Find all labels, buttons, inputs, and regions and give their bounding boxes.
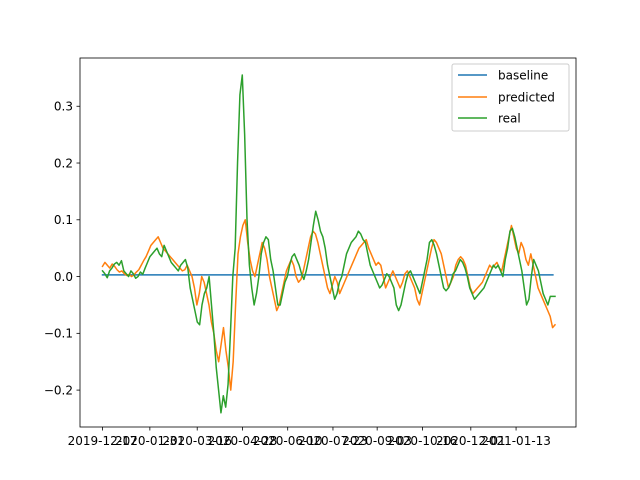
y-tick-label: −0.1 [44, 327, 73, 341]
x-tick-label: 2020-09-03 [342, 434, 412, 448]
axes-spines [79, 57, 577, 428]
y-tick-label: 0.2 [54, 156, 73, 170]
x-tick-label: 2020-06-10 [253, 434, 323, 448]
legend-label-predicted: predicted [498, 91, 555, 105]
x-tick-label: 2021-01-13 [481, 434, 551, 448]
y-tick-label: 0.0 [54, 270, 73, 284]
y-tick-label: 0.3 [54, 100, 73, 114]
legend-frame [451, 63, 570, 132]
x-tick-label: 2020-12-01 [436, 434, 506, 448]
x-tick-label: 2020-04-28 [208, 434, 278, 448]
axes-frame [79, 57, 577, 428]
y-tick-label: −0.2 [44, 383, 73, 397]
y-tick-label: 0.1 [54, 213, 73, 227]
legend: baseline predicted real [451, 63, 570, 132]
x-tick-label: 2020-03-16 [162, 434, 232, 448]
legend-label-real: real [498, 112, 521, 126]
series-layer [101, 74, 557, 414]
x-tick-label: 2020-10-16 [388, 434, 458, 448]
series-line-predicted [101, 219, 557, 391]
x-tick-label: 2019-12-17 [68, 434, 138, 448]
y-axis: −0.2 −0.1 0.0 0.1 0.2 0.3 [44, 100, 80, 397]
x-tick-label: 2020-07-23 [298, 434, 368, 448]
x-axis: 2019-12-172020-01-312020-03-162020-04-28… [68, 427, 551, 448]
legend-label-baseline: baseline [498, 69, 548, 83]
series-line-real [101, 74, 556, 414]
x-tick-label: 2020-01-31 [115, 434, 185, 448]
